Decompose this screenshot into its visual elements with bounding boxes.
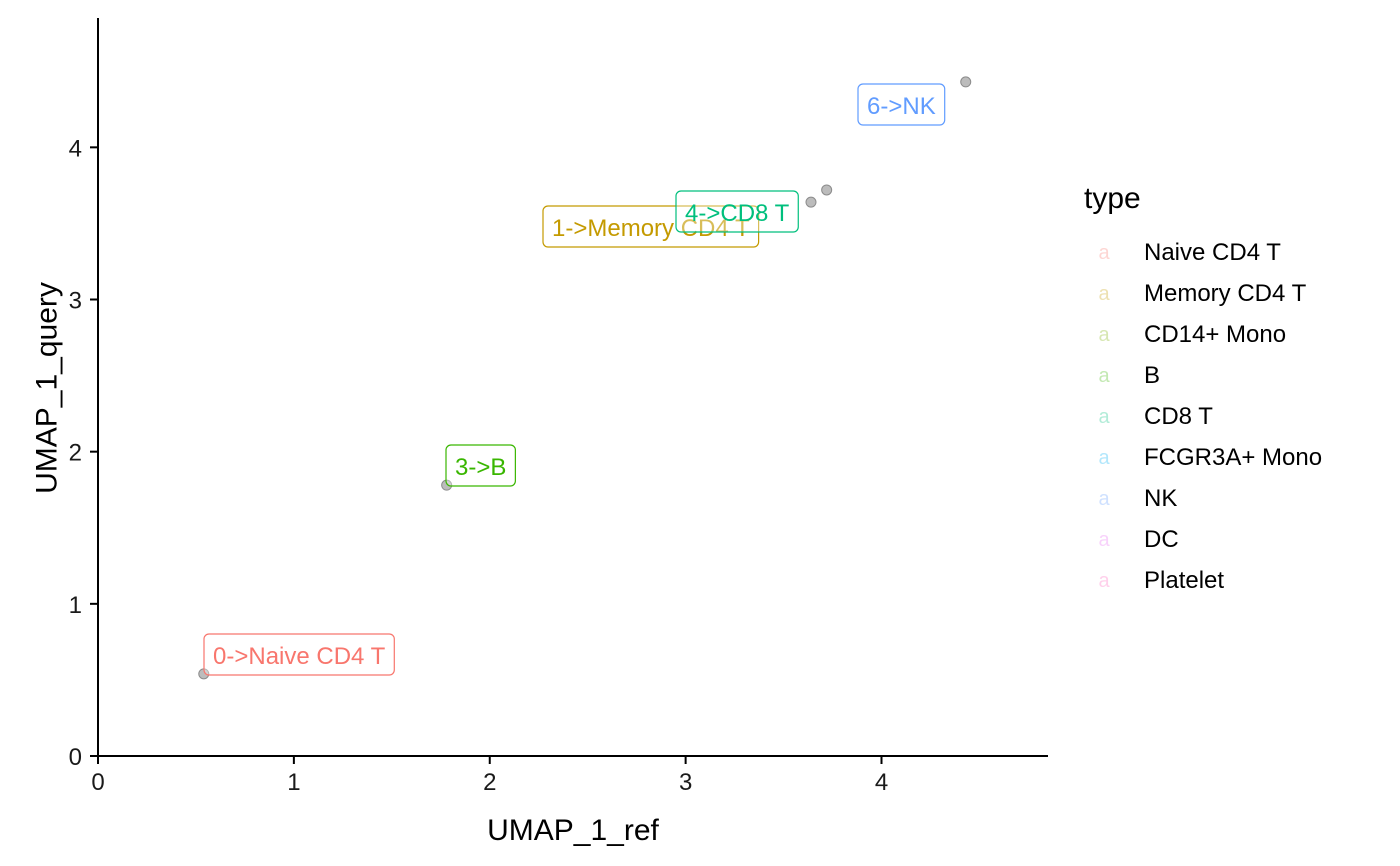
legend-key: a <box>1098 447 1110 469</box>
point-label: 1->Memory CD4 T <box>542 205 760 248</box>
point-label-box <box>857 83 946 126</box>
data-point <box>960 76 972 88</box>
legend-item: a Memory CD4 T <box>1098 280 1306 307</box>
point-label-box <box>203 633 395 676</box>
point-label: 0->Naive CD4 T <box>203 633 395 676</box>
legend-item: a Naive CD4 T <box>1098 239 1281 266</box>
labels-layer: 0->Naive CD4 T 3->B 1->Memory CD4 T4->CD8 … <box>203 83 946 676</box>
legend-item: a Platelet <box>1098 567 1224 594</box>
legend-label: Naive CD4 T <box>1144 239 1281 266</box>
point-label: 3->B <box>445 444 516 487</box>
point-label-box <box>445 444 516 487</box>
x-tick-label: 2 <box>483 769 496 796</box>
point-label-text: 1->Memory CD4 T <box>552 215 750 242</box>
legend-key: a <box>1098 324 1110 346</box>
y-tick-label: 2 <box>69 440 82 467</box>
legend-key: a <box>1098 488 1110 510</box>
y-axis-title: UMAP_1_query <box>31 282 64 494</box>
point-label-text: 0->Naive CD4 T <box>213 643 386 670</box>
legend: type a Naive CD4 T a Memory CD4 T a CD14+ Mon… <box>1084 182 1322 594</box>
point-label-text: 6->NK <box>867 93 936 120</box>
point-label-box <box>542 205 760 248</box>
legend-label: Platelet <box>1144 567 1224 594</box>
point-label-text: 3->B <box>455 454 506 481</box>
legend-key: a <box>1098 406 1110 428</box>
legend-title: type <box>1084 182 1141 215</box>
legend-item: a FCGR3A+ Mono <box>1098 444 1322 471</box>
y-tick-label: 1 <box>69 592 82 619</box>
data-point <box>441 479 453 491</box>
point-label-text: 4->CD8 T <box>685 200 790 227</box>
x-tick-label: 4 <box>875 769 888 796</box>
y-tick-label: 0 <box>69 744 82 771</box>
point-label: 4->CD8 T <box>675 190 799 233</box>
point-label-box <box>675 190 799 233</box>
legend-label: NK <box>1144 485 1177 512</box>
x-tick-label: 1 <box>287 769 300 796</box>
legend-label: Memory CD4 T <box>1144 280 1307 307</box>
legend-key: a <box>1098 570 1110 592</box>
axes-layer: 0 1 2 3 4 0 1 2 3 4 <box>69 18 1048 796</box>
legend-item: a CD14+ Mono <box>1098 321 1286 348</box>
points-layer <box>198 76 972 680</box>
x-tick-label: 3 <box>679 769 692 796</box>
data-point <box>821 184 833 196</box>
legend-label: DC <box>1144 526 1179 553</box>
legend-label: CD8 T <box>1144 403 1213 430</box>
point-label: 6->NK <box>857 83 946 126</box>
legend-key: a <box>1098 365 1110 387</box>
x-tick-label: 0 <box>91 769 104 796</box>
y-tick-label: 3 <box>69 288 82 315</box>
y-tick-label: 4 <box>69 135 82 162</box>
data-point <box>805 196 817 208</box>
legend-item: a CD8 T <box>1098 403 1213 430</box>
legend-key: a <box>1098 283 1110 305</box>
legend-label: B <box>1144 362 1160 389</box>
legend-item: a DC <box>1098 526 1178 553</box>
legend-key: a <box>1098 242 1110 264</box>
x-axis-title: UMAP_1_ref <box>487 814 659 847</box>
legend-item: a NK <box>1098 485 1177 512</box>
legend-label: FCGR3A+ Mono <box>1144 444 1322 471</box>
legend-label: CD14+ Mono <box>1144 321 1286 348</box>
legend-key: a <box>1098 529 1110 551</box>
